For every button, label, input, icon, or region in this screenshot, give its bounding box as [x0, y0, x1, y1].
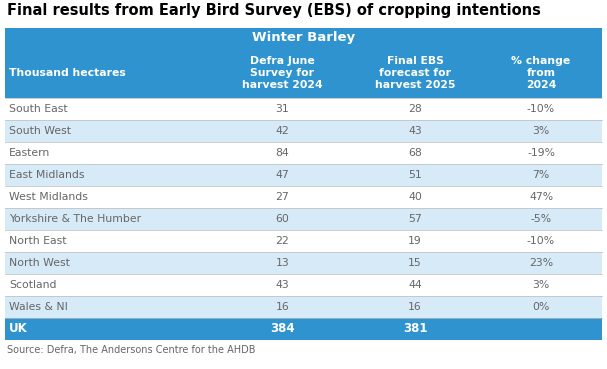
Text: 381: 381 — [403, 323, 427, 335]
Text: -10%: -10% — [527, 236, 555, 246]
Text: Wales & NI: Wales & NI — [9, 302, 68, 312]
Text: 47%: 47% — [529, 192, 553, 202]
Text: 31: 31 — [276, 104, 290, 114]
Text: 51: 51 — [408, 170, 422, 180]
Bar — [5, 48, 602, 98]
Text: West Midlands: West Midlands — [9, 192, 88, 202]
Bar — [5, 142, 602, 164]
Text: Winter Barley: Winter Barley — [252, 31, 355, 45]
Bar — [5, 186, 602, 208]
Text: -5%: -5% — [531, 214, 552, 224]
Bar — [5, 164, 602, 186]
Bar — [5, 28, 602, 48]
Text: 43: 43 — [408, 126, 422, 136]
Text: 57: 57 — [408, 214, 422, 224]
Text: 3%: 3% — [532, 126, 549, 136]
Text: Eastern: Eastern — [9, 148, 50, 158]
Text: Thousand hectares: Thousand hectares — [9, 68, 126, 78]
Text: -10%: -10% — [527, 104, 555, 114]
Text: Final results from Early Bird Survey (EBS) of cropping intentions: Final results from Early Bird Survey (EB… — [7, 3, 541, 18]
Bar — [5, 318, 602, 340]
Text: Defra June
Survey for
harvest 2024: Defra June Survey for harvest 2024 — [242, 56, 323, 90]
Bar — [5, 98, 602, 120]
Text: 40: 40 — [408, 192, 422, 202]
Text: 15: 15 — [408, 258, 422, 268]
Text: 19: 19 — [408, 236, 422, 246]
Text: 28: 28 — [408, 104, 422, 114]
Text: -19%: -19% — [527, 148, 555, 158]
Text: 384: 384 — [270, 323, 295, 335]
Bar — [5, 120, 602, 142]
Text: 3%: 3% — [532, 280, 549, 290]
Text: 84: 84 — [276, 148, 290, 158]
Text: North East: North East — [9, 236, 67, 246]
Text: 13: 13 — [276, 258, 290, 268]
Text: South West: South West — [9, 126, 71, 136]
Text: East Midlands: East Midlands — [9, 170, 84, 180]
Bar — [5, 230, 602, 252]
Text: Final EBS
forecast for
harvest 2025: Final EBS forecast for harvest 2025 — [375, 56, 455, 90]
Text: 0%: 0% — [532, 302, 550, 312]
Bar — [5, 252, 602, 274]
Text: 47: 47 — [276, 170, 290, 180]
Text: North West: North West — [9, 258, 70, 268]
Text: % change
from
2024: % change from 2024 — [511, 56, 571, 90]
Text: UK: UK — [9, 323, 28, 335]
Text: 16: 16 — [408, 302, 422, 312]
Text: 60: 60 — [276, 214, 290, 224]
Bar — [5, 296, 602, 318]
Text: 16: 16 — [276, 302, 290, 312]
Text: 43: 43 — [276, 280, 290, 290]
Text: Yorkshire & The Humber: Yorkshire & The Humber — [9, 214, 141, 224]
Text: 22: 22 — [276, 236, 290, 246]
Text: South East: South East — [9, 104, 67, 114]
Text: 42: 42 — [276, 126, 290, 136]
Text: Scotland: Scotland — [9, 280, 56, 290]
Bar — [5, 274, 602, 296]
Text: Source: Defra, The Andersons Centre for the AHDB: Source: Defra, The Andersons Centre for … — [7, 345, 256, 355]
Text: 68: 68 — [408, 148, 422, 158]
Text: 7%: 7% — [532, 170, 549, 180]
Text: 23%: 23% — [529, 258, 553, 268]
Text: 27: 27 — [276, 192, 290, 202]
Bar — [5, 208, 602, 230]
Text: 44: 44 — [408, 280, 422, 290]
